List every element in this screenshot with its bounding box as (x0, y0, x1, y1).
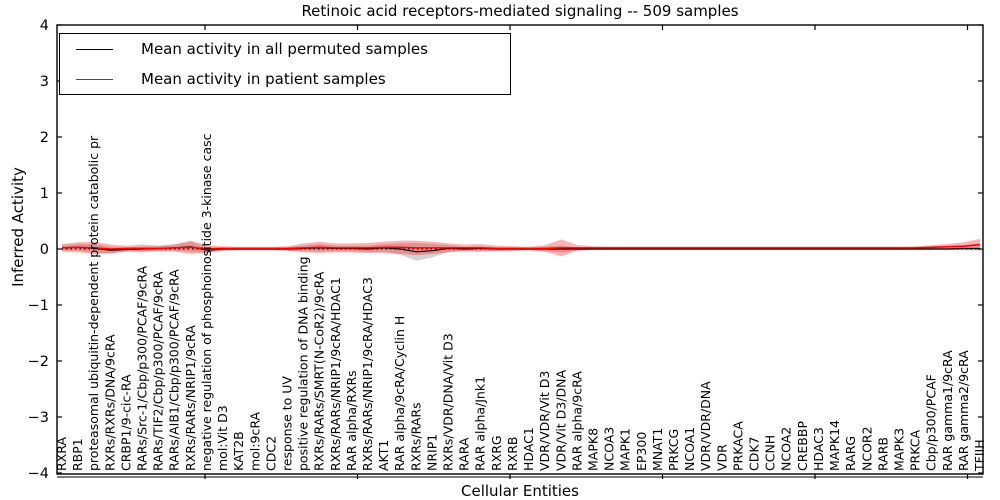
x-tick-label: RARs/TIF2/Cbp/p300/PCAF/9cRA (151, 271, 166, 471)
x-tick-label: RAR alpha/9cRA (569, 371, 584, 471)
x-tick-label: RXRs/VDR/DNA/Vit D3 (441, 333, 456, 471)
x-tick-label: RXRs/RARs (408, 402, 423, 471)
x-tick-label: MAPK3 (891, 428, 906, 471)
x-tick-label: RXRs/RARs/NRIP1/9cRA/HDAC3 (360, 277, 375, 471)
x-tick-label: MAPK14 (827, 420, 842, 471)
x-tick-label: VDR/Vit D3/DNA (553, 370, 568, 471)
legend-line-permuted-icon (76, 48, 113, 50)
x-tick-label: TFIIH (972, 439, 987, 472)
y-tick-label: 2 (40, 130, 49, 146)
y-tick-label: 1 (40, 186, 49, 202)
x-tick-label: HDAC1 (521, 427, 536, 471)
x-tick-label: RXRB (505, 436, 520, 471)
x-tick-label: RBP1 (70, 438, 85, 471)
y-axis-label: Inferred Activity (9, 167, 27, 287)
x-tick-label: response to UV (279, 376, 294, 471)
x-tick-label: Cbp/p300/PCAF (924, 374, 939, 471)
x-tick-label: proteasomal ubiquitin-dependent protein … (86, 135, 101, 471)
x-tick-label: CDK7 (747, 436, 762, 471)
legend-label-permuted: Mean activity in all permuted samples (141, 40, 428, 58)
x-tick-label: RAR alpha/9cRA/Cyclin H (392, 316, 407, 471)
patient-mean-line (61, 243, 981, 250)
x-tick-label: mol:9cRA (247, 411, 262, 471)
x-tick-label: mol:Vit D3 (215, 405, 230, 471)
y-tick-label: −3 (28, 410, 49, 426)
x-tick-label: NRIP1 (424, 434, 439, 471)
legend-box: Mean activity in all permuted samples Me… (59, 33, 511, 95)
x-tick-label: PRKCA (908, 430, 923, 471)
x-tick-label: CDC2 (263, 436, 278, 471)
x-tick-label: PRKCG (666, 429, 681, 471)
x-tick-label: RARG (843, 436, 858, 471)
x-tick-label: RARA (457, 437, 472, 471)
x-tick-label: positive regulation of DNA binding (296, 256, 311, 471)
x-tick-label: NCOA3 (602, 427, 617, 471)
y-tick-label: 4 (40, 18, 49, 34)
x-tick-label: RAR gamma1/9cRA (940, 350, 955, 471)
x-tick-label: RARB (875, 437, 890, 471)
x-tick-label: VDR (714, 444, 729, 471)
y-tick-label: −4 (28, 466, 49, 482)
x-tick-label: RAR alpha/Jnk1 (473, 376, 488, 471)
x-tick-label: MAPK8 (585, 428, 600, 471)
legend-entry-patient: Mean activity in patient samples (60, 65, 510, 93)
x-tick-label: KAT2B (231, 431, 246, 471)
x-tick-label: negative regulation of phosphoinositide … (199, 133, 214, 471)
x-tick-label: CRBP1/9-cic-RA (118, 374, 133, 471)
x-tick-label: CCNH (763, 435, 778, 471)
x-tick-label: RXRs/RXRs/DNA/9cRA (102, 334, 117, 471)
x-axis-label: Cellular Entities (461, 482, 579, 500)
x-tick-label: PRKACA (730, 421, 745, 471)
x-tick-label: RAR alpha/RXRs (344, 370, 359, 471)
x-tick-label: CREBBP (795, 421, 810, 471)
x-tick-label: RXRs/RARs/NRIP1/9cRA (183, 325, 198, 471)
x-tick-label: EP300 (634, 432, 649, 471)
x-tick-label: NCOR2 (859, 426, 874, 471)
y-tick-label: 3 (40, 74, 49, 90)
x-tick-label: NCOA2 (779, 427, 794, 471)
patient-std-band (62, 238, 980, 257)
x-tick-label: RXRA (54, 437, 69, 471)
x-tick-label: VDR/VDR/DNA (698, 381, 713, 471)
x-tick-label: RXRG (489, 435, 504, 471)
x-tick-label: RARs/AIB1/Cbp/p300/PCAF/9cRA (167, 269, 182, 471)
x-tick-label: MAPK1 (618, 428, 633, 471)
chart-title: Retinoic acid receptors-mediated signali… (301, 2, 739, 20)
x-tick-label: RAR gamma2/9cRA (956, 350, 971, 471)
legend-label-patient: Mean activity in patient samples (141, 70, 386, 88)
x-tick-label: RARs/Src-1/Cbp/p300/PCAF/9cRA (135, 265, 150, 471)
legend-entry-permuted: Mean activity in all permuted samples (60, 35, 510, 63)
y-tick-label: −1 (28, 298, 49, 314)
y-tick-label: −2 (28, 354, 49, 370)
legend-line-patient-icon (76, 78, 113, 80)
x-tick-label: VDR/VDR/Vit D3 (537, 371, 552, 471)
x-tick-label: RXRs/RARs/NRIP1/9cRA/HDAC1 (328, 277, 343, 471)
x-tick-label: RXRs/RARs/SMRT(N-CoR2)/9cRA (312, 271, 327, 471)
x-tick-label: MNAT1 (650, 428, 665, 471)
x-tick-label: HDAC3 (811, 427, 826, 471)
y-tick-label: 0 (40, 242, 49, 258)
x-tick-label: NCOA1 (682, 427, 697, 471)
x-tick-label: AKT1 (376, 440, 391, 471)
